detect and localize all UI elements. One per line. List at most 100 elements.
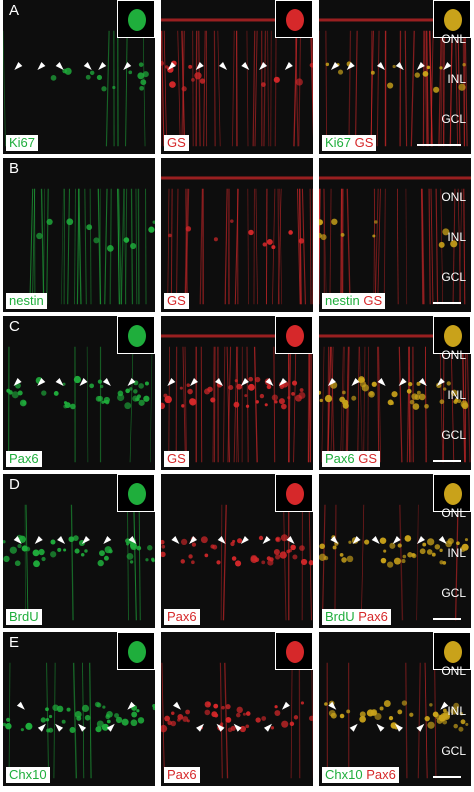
fiber-mark (67, 188, 71, 305)
nucleus-mark (442, 228, 450, 236)
fiber-mark (227, 346, 232, 463)
arrowhead-mark (328, 701, 337, 710)
fiber-mark (185, 188, 190, 305)
nucleus-mark (48, 727, 54, 733)
stain-label: Ki67 GS (322, 135, 377, 151)
nucleus-mark (387, 399, 394, 406)
nucleus-mark (291, 392, 295, 396)
nucleus-mark (255, 717, 261, 723)
fiber-mark (212, 346, 215, 463)
arrowhead-mark (394, 723, 403, 732)
fiber-mark (327, 346, 332, 463)
nucleus-mark (74, 710, 82, 718)
arrowhead-mark (278, 378, 287, 386)
layer-label: INL (447, 704, 466, 719)
fiber-mark (84, 188, 87, 305)
nucleus-mark (130, 542, 137, 549)
arrowhead-mark (55, 62, 64, 70)
arrowhead-mark (262, 536, 271, 544)
nucleus-mark (81, 704, 90, 713)
nucleus-mark (84, 714, 91, 721)
stain-name: GS (167, 293, 186, 308)
layer-label: INL (447, 230, 466, 245)
nucleus-mark (236, 712, 241, 718)
nucleus-mark (185, 226, 192, 232)
zoom-inset (117, 0, 155, 38)
micrograph-panel: A Ki67 (3, 0, 155, 154)
fiber-mark (133, 504, 137, 621)
scale-bar (433, 618, 461, 620)
stain-label: Pax6 (164, 609, 200, 625)
nucleus-mark (339, 552, 344, 557)
fiber-mark (199, 188, 203, 305)
layer-label: ONL (441, 664, 466, 679)
nucleus-mark (388, 716, 394, 721)
nucleus-mark (346, 709, 351, 714)
fiber-mark (458, 188, 463, 305)
layer-label: ONL (441, 506, 466, 521)
arrowhead-mark (81, 536, 90, 544)
nucleus-mark (426, 549, 433, 555)
fiber-mark (464, 30, 468, 147)
nucleus-mark (161, 724, 168, 733)
nucleus-mark (242, 712, 246, 716)
tissue-image (319, 504, 469, 621)
arrowhead-mark (37, 378, 46, 386)
nucleus-mark (189, 398, 196, 405)
nucleus-mark (233, 401, 240, 408)
nucleus-mark (46, 218, 53, 226)
nucleus-mark (342, 399, 349, 406)
arrowhead-mark (173, 701, 182, 710)
nucleus-mark (3, 540, 6, 544)
layer-label: GCL (441, 428, 466, 443)
nucleus-mark (161, 544, 166, 549)
fiber-mark (298, 30, 302, 147)
arrowhead-mark (436, 378, 445, 386)
panel-letter: C (9, 318, 20, 335)
nucleus-mark (429, 703, 433, 707)
tissue-image (324, 662, 469, 779)
nucleus-mark (270, 726, 275, 730)
fiber-mark (373, 188, 376, 305)
nucleus-mark (33, 560, 40, 568)
limiting-band (161, 334, 313, 338)
scale-bar (417, 144, 461, 146)
nucleus-mark (457, 399, 462, 404)
panel-letter: D (9, 476, 20, 493)
arrowhead-mark (416, 723, 425, 732)
fiber-mark (449, 30, 453, 147)
nucleus-mark (150, 557, 155, 562)
nucleus-mark (324, 394, 333, 403)
nucleus-mark (416, 381, 421, 386)
fiber-mark (118, 188, 123, 305)
panel-letter: B (9, 160, 20, 177)
nucleus-mark (371, 381, 377, 387)
nucleus-mark (271, 394, 278, 401)
nucleus-mark (177, 718, 181, 722)
nucleus-mark (339, 713, 345, 719)
nucleus-mark (161, 402, 166, 410)
arrowhead-mark (34, 536, 43, 544)
fiber-mark (120, 188, 125, 305)
nucleus-mark (152, 703, 155, 708)
fiber-mark (234, 188, 239, 305)
nucleus-mark (36, 232, 43, 240)
fiber-mark (167, 188, 170, 305)
fiber-mark (126, 504, 130, 621)
fiber-mark (408, 346, 411, 463)
fiber-mark (161, 30, 165, 147)
fiber-mark (104, 188, 108, 305)
tissue-image (29, 188, 155, 305)
inset-cell-mark (286, 9, 304, 31)
stain-label: Chx10 (6, 767, 50, 783)
arrowhead-mark (55, 723, 64, 732)
arrowhead-mark (106, 723, 115, 732)
nucleus-mark (244, 394, 248, 398)
inset-cell-mark (444, 483, 462, 505)
nucleus-mark (143, 395, 150, 402)
stain-name: Pax6 (167, 609, 197, 624)
fiber-mark (177, 30, 181, 147)
nucleus-mark (38, 548, 45, 556)
inset-cell-mark (286, 483, 304, 505)
scale-bar (433, 302, 461, 304)
